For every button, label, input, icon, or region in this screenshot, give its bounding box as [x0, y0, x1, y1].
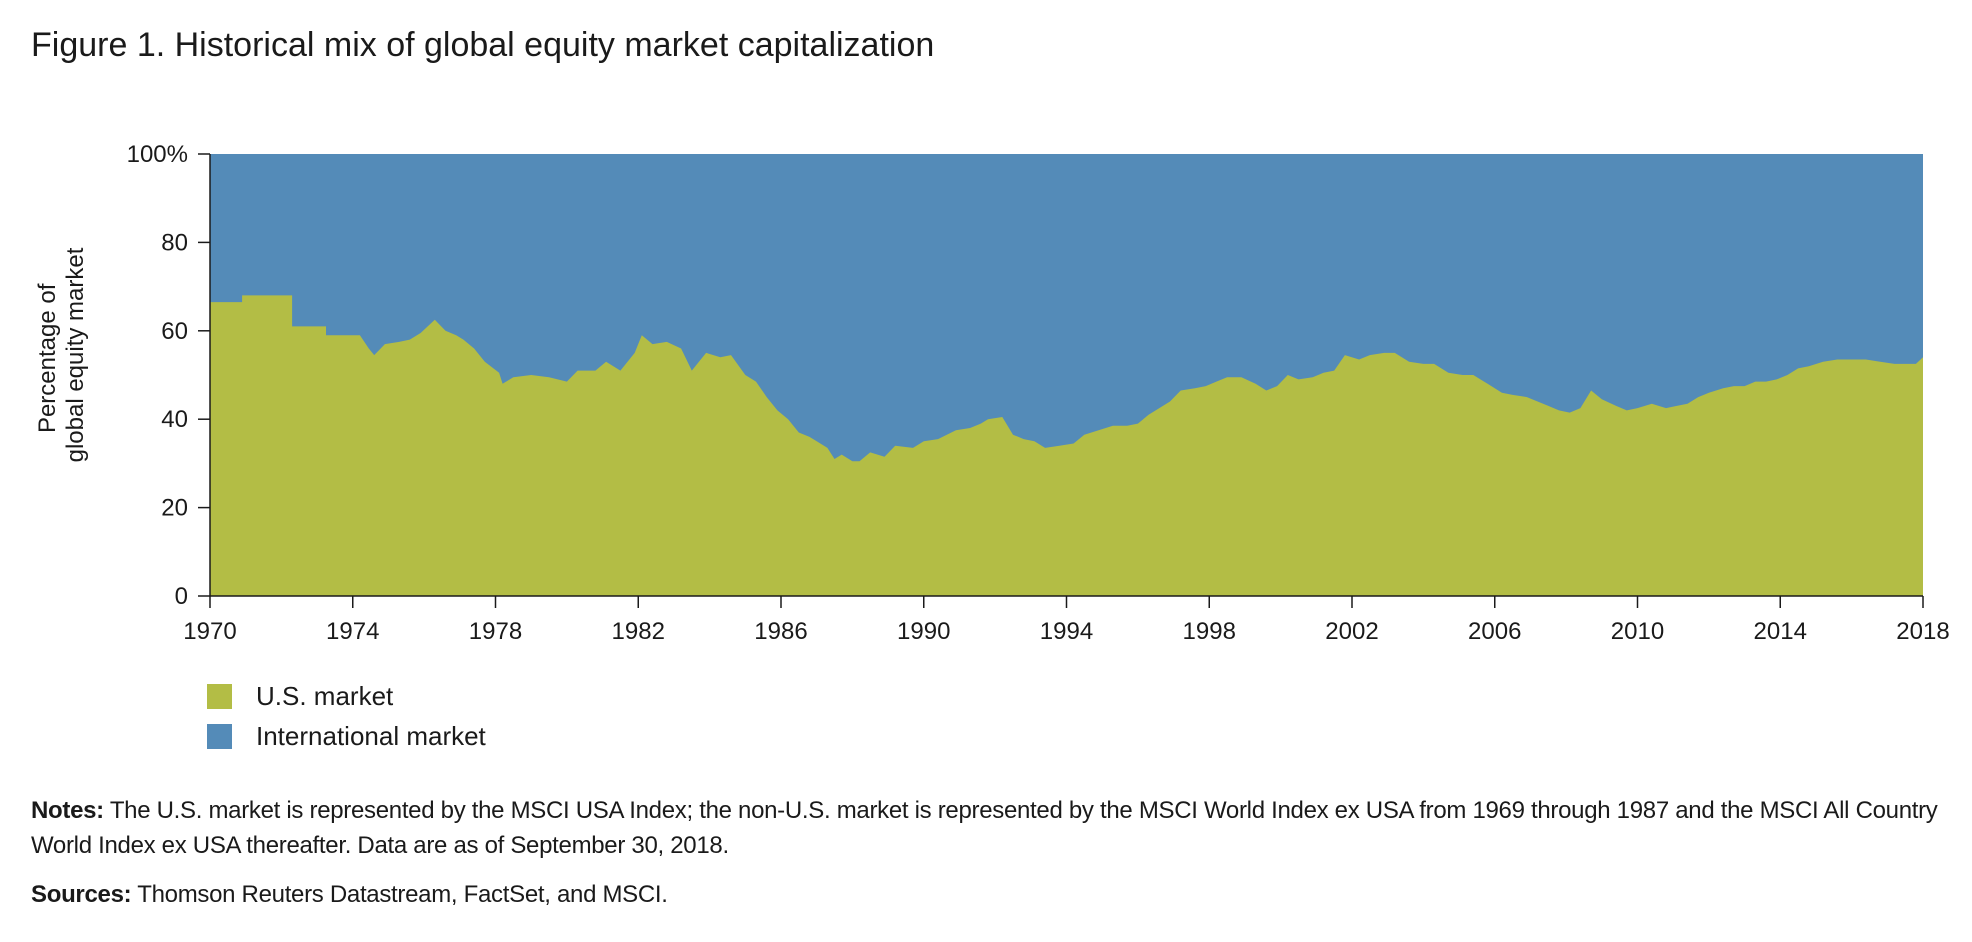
sources: Sources: Thomson Reuters Datastream, Fac…	[31, 877, 668, 912]
x-tick-label-1994: 1994	[1040, 618, 1093, 640]
legend-swatch-us-market	[207, 683, 232, 709]
x-tick-label-1986: 1986	[754, 618, 807, 640]
y-tick-label-60: 60	[161, 318, 188, 345]
y-axis-ticks: 0 20 40 60 80 100%	[127, 141, 210, 610]
notes-text: The U.S. market is represented by the MS…	[31, 797, 1938, 859]
x-tick-label-2006: 2006	[1468, 618, 1521, 640]
y-tick-label-0: 0	[175, 583, 188, 610]
x-tick-label-2002: 2002	[1325, 618, 1378, 640]
x-tick-label-1970: 1970	[183, 618, 236, 640]
legend-swatch-international-market	[207, 723, 232, 749]
x-tick-label-1974: 1974	[326, 618, 379, 640]
y-tick-label-80: 80	[161, 229, 188, 256]
y-tick-label-40: 40	[161, 406, 188, 433]
notes: Notes: The U.S. market is represented by…	[31, 793, 1951, 863]
x-tick-label-1978: 1978	[469, 618, 522, 640]
y-axis-title-line-2: global equity market	[62, 247, 89, 462]
x-tick-label-2014: 2014	[1754, 618, 1807, 640]
legend-item-us-market: U.S. market	[207, 676, 486, 716]
legend-label-international-market: International market	[256, 720, 486, 751]
x-tick-label-2010: 2010	[1611, 618, 1664, 640]
x-tick-label-2018: 2018	[1896, 618, 1949, 640]
x-axis-ticks: 1970 1974 1978 1982 1986 1990 1994 1998 2002 2006…	[183, 596, 1950, 640]
y-tick-label-20: 20	[161, 495, 188, 522]
x-tick-label-1998: 1998	[1183, 618, 1236, 640]
legend-item-international-market: International market	[207, 716, 486, 756]
y-axis-title-line-1: Percentage of	[34, 283, 61, 433]
sources-text: Thomson Reuters Datastream, FactSet, and…	[137, 881, 668, 908]
legend: U.S. market International market	[207, 676, 486, 756]
y-tick-label-100: 100%	[127, 141, 188, 168]
notes-label: Notes:	[31, 797, 104, 824]
us-market-area	[210, 295, 1923, 596]
x-tick-label-1982: 1982	[612, 618, 665, 640]
x-tick-label-1990: 1990	[897, 618, 950, 640]
sources-label: Sources:	[31, 881, 132, 908]
y-axis-title: Percentage of global equity market	[34, 247, 89, 462]
figure-title: Figure 1. Historical mix of global equit…	[31, 26, 935, 64]
legend-label-us-market: U.S. market	[256, 680, 394, 711]
